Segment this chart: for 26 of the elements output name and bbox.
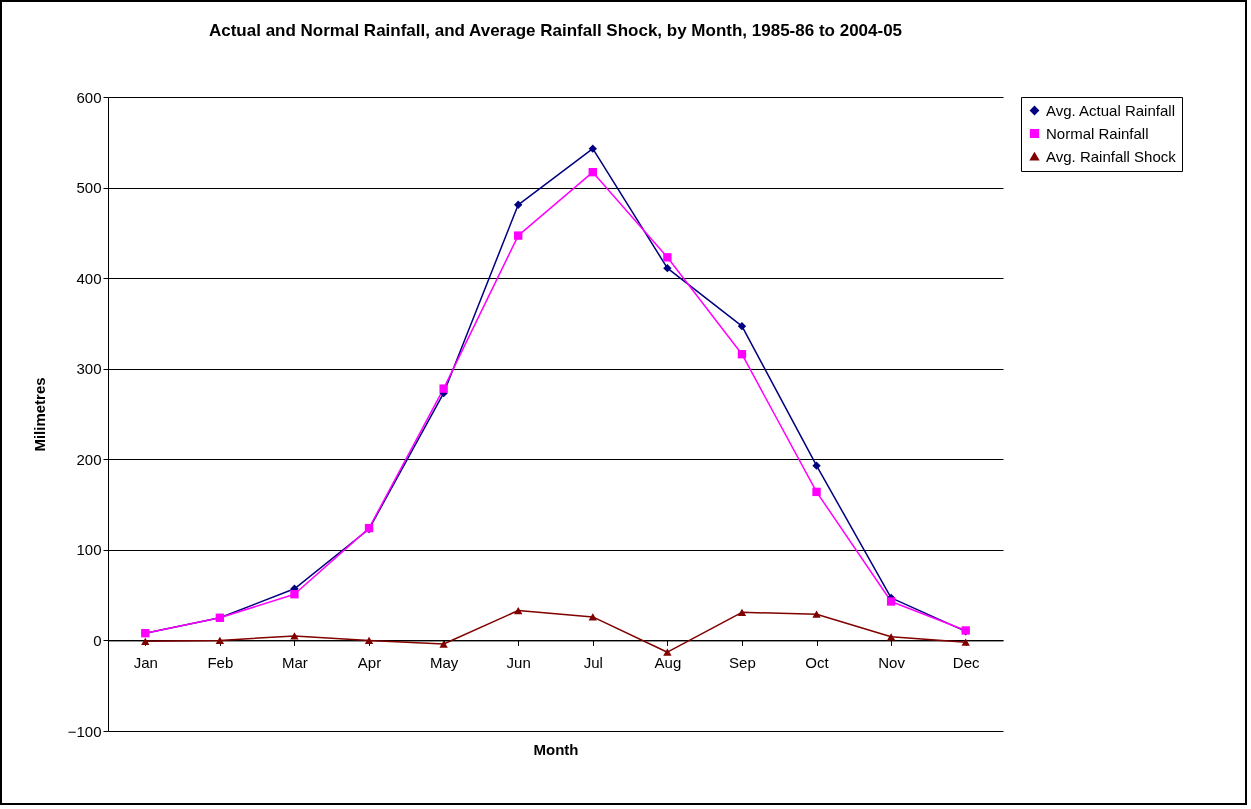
x-tick-label: Jun <box>506 653 531 671</box>
legend-label: Avg. Rainfall Shock <box>1046 147 1177 165</box>
x-tick-label: Apr <box>357 653 382 671</box>
y-tick-label: 100 <box>76 541 102 559</box>
x-axis-title: Month <box>533 740 579 758</box>
x-tick-label: Feb <box>207 653 234 671</box>
x-tick-label: May <box>429 653 459 671</box>
y-tick-label: 300 <box>76 360 102 378</box>
y-tick-label: 400 <box>76 269 102 287</box>
y-axis-title: Milimetres <box>30 377 48 452</box>
y-tick-label: 0 <box>93 631 102 649</box>
x-tick-label: Aug <box>654 653 682 671</box>
legend-label: Avg. Actual Rainfall <box>1046 101 1175 119</box>
chart-title: Actual and Normal Rainfall, and Average Rainfall Shock, by Month, 1985-86 to 2004-05 <box>208 21 903 40</box>
y-tick-label: −100 <box>67 722 102 740</box>
x-tick-label: Jul <box>583 653 603 671</box>
y-tick-label: 500 <box>76 179 102 197</box>
x-tick-label: Oct <box>805 653 830 671</box>
y-tick-label: 600 <box>76 88 102 106</box>
x-tick-label: Jan <box>133 653 158 671</box>
x-tick-label: Nov <box>878 653 906 671</box>
legend-label: Normal Rainfall <box>1046 124 1149 142</box>
x-tick-label: Sep <box>729 653 756 671</box>
x-tick-label: Mar <box>282 653 308 671</box>
y-tick-label: 200 <box>76 450 102 468</box>
x-tick-label: Dec <box>952 653 981 671</box>
